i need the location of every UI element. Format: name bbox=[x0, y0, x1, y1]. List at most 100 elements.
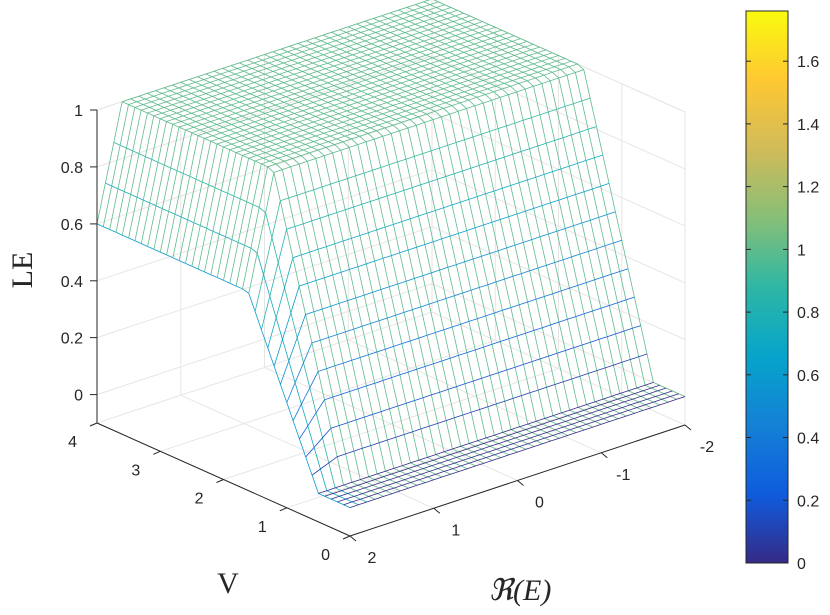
surface-line-v bbox=[311, 353, 648, 476]
colorbar-tick-label: 0.4 bbox=[797, 431, 819, 448]
x-tick-mark bbox=[349, 535, 357, 542]
surface-line-v bbox=[248, 69, 584, 294]
colorbar-tick-label: 0 bbox=[797, 556, 806, 573]
y-tick-mark bbox=[153, 450, 161, 455]
surface-line-e bbox=[121, 101, 376, 500]
x-tick-mark bbox=[684, 424, 692, 431]
grid-line bbox=[96, 311, 433, 424]
surface-line-v bbox=[197, 43, 534, 270]
surface-line-v bbox=[134, 15, 471, 241]
surface-line-e bbox=[155, 90, 409, 489]
surface-line-v bbox=[292, 268, 629, 421]
surface-line-v bbox=[318, 382, 654, 494]
colorbar-tick-label: 0.2 bbox=[797, 493, 819, 510]
x-tick-label: 0 bbox=[535, 495, 544, 512]
surface-line-v bbox=[185, 38, 521, 264]
surface-line-v bbox=[204, 46, 540, 272]
y-tick-label: 1 bbox=[258, 519, 267, 536]
y-tick-mark bbox=[342, 535, 351, 540]
surface-line-v bbox=[299, 296, 635, 440]
colorbar-tick-label: 1.6 bbox=[797, 54, 819, 71]
x-tick-mark bbox=[433, 507, 441, 514]
grid-line bbox=[431, 169, 686, 284]
grid-line bbox=[431, 226, 686, 341]
surface-line-v bbox=[280, 211, 616, 385]
surface-line-v bbox=[349, 396, 686, 508]
grid-line bbox=[96, 55, 433, 168]
z-tick-label: 0.8 bbox=[61, 160, 83, 177]
grid-line bbox=[96, 226, 433, 339]
surface-line-e bbox=[113, 142, 367, 503]
x-tick-label: -2 bbox=[700, 439, 714, 456]
y-tick-label: 2 bbox=[195, 491, 204, 508]
y-tick-label: 0 bbox=[321, 547, 330, 564]
surface-line-e bbox=[130, 98, 384, 497]
axis-ticks: 2 1 0 -1 -2 0 1 2 3 4 0 0.2 0.4 0.6 0.8 1 bbox=[61, 103, 714, 567]
y-axis-label: V bbox=[217, 567, 239, 600]
surface-line-e bbox=[138, 95, 393, 495]
surface-line-v bbox=[109, 4, 445, 230]
surface-line-v bbox=[210, 49, 547, 275]
x-tick-label: 1 bbox=[451, 522, 460, 539]
surface-line-v bbox=[191, 41, 528, 267]
surface-line-v bbox=[166, 29, 502, 255]
surface-line-v bbox=[254, 97, 591, 312]
surface-line-v bbox=[337, 390, 673, 503]
colorbar-gradient bbox=[745, 10, 789, 564]
surface-line-v bbox=[273, 183, 610, 367]
axis-labels: LE V ℜ(E) bbox=[6, 252, 551, 607]
surface-line-v bbox=[286, 239, 622, 403]
surface-line-v bbox=[261, 126, 597, 330]
z-tick-label: 0 bbox=[74, 388, 83, 405]
grid-line bbox=[160, 339, 496, 452]
surface-mesh bbox=[96, 0, 686, 508]
surface-line-v bbox=[267, 154, 603, 349]
colorbar-tick-label: 1.2 bbox=[797, 180, 819, 197]
grid-line bbox=[431, 283, 686, 398]
surface-line-v bbox=[147, 21, 483, 247]
surface-line-v bbox=[140, 18, 477, 244]
z-tick-label: 1 bbox=[74, 103, 83, 120]
surface-line-v bbox=[128, 12, 464, 239]
surface-line-v bbox=[235, 60, 572, 287]
surface-line-v bbox=[172, 32, 509, 258]
surface-line-v bbox=[242, 63, 578, 289]
grid-line bbox=[286, 396, 622, 509]
surface-line-v bbox=[305, 325, 641, 458]
surface-line-v bbox=[115, 7, 452, 233]
surface-line-v bbox=[153, 24, 490, 250]
surface-line-e bbox=[105, 182, 359, 506]
surface-line-v bbox=[178, 35, 515, 261]
z-tick-label: 0.2 bbox=[61, 331, 83, 348]
y-tick-label: 4 bbox=[68, 434, 77, 451]
grid-line bbox=[431, 55, 686, 170]
colorbar-tick-label: 1.4 bbox=[797, 117, 819, 134]
y-tick-mark bbox=[216, 479, 224, 483]
surface-line-v bbox=[324, 384, 660, 497]
x-tick-label: -1 bbox=[616, 467, 630, 484]
surface-line-v bbox=[159, 26, 496, 253]
x-tick-mark bbox=[517, 480, 524, 486]
grid-line bbox=[223, 368, 559, 480]
surface-line-e bbox=[147, 93, 401, 492]
surface-line-v bbox=[96, 0, 431, 224]
surface-line-v bbox=[229, 58, 565, 284]
grid-line bbox=[96, 112, 433, 225]
x-axis-label: ℜ(E) bbox=[489, 574, 552, 607]
x-tick-label: 2 bbox=[368, 550, 377, 567]
x-tick-mark bbox=[600, 452, 608, 459]
surface-line-v bbox=[343, 393, 679, 506]
z-axis-label: LE bbox=[6, 252, 39, 289]
surface-line-v bbox=[216, 52, 553, 278]
surface-line-v bbox=[121, 9, 458, 236]
y-tick-mark bbox=[279, 507, 287, 512]
colorbar: 0 0.2 0.4 0.6 0.8 1 1.2 1.4 1.6 bbox=[745, 10, 819, 573]
surface-line-v bbox=[102, 1, 439, 227]
y-tick-label: 3 bbox=[131, 462, 140, 479]
colorbar-tick-label: 0.6 bbox=[797, 368, 819, 385]
z-tick-label: 0.6 bbox=[61, 217, 83, 234]
colorbar-tick-label: 1 bbox=[797, 242, 806, 259]
z-tick-label: 0.4 bbox=[61, 274, 83, 291]
surface-line-e bbox=[163, 87, 418, 486]
